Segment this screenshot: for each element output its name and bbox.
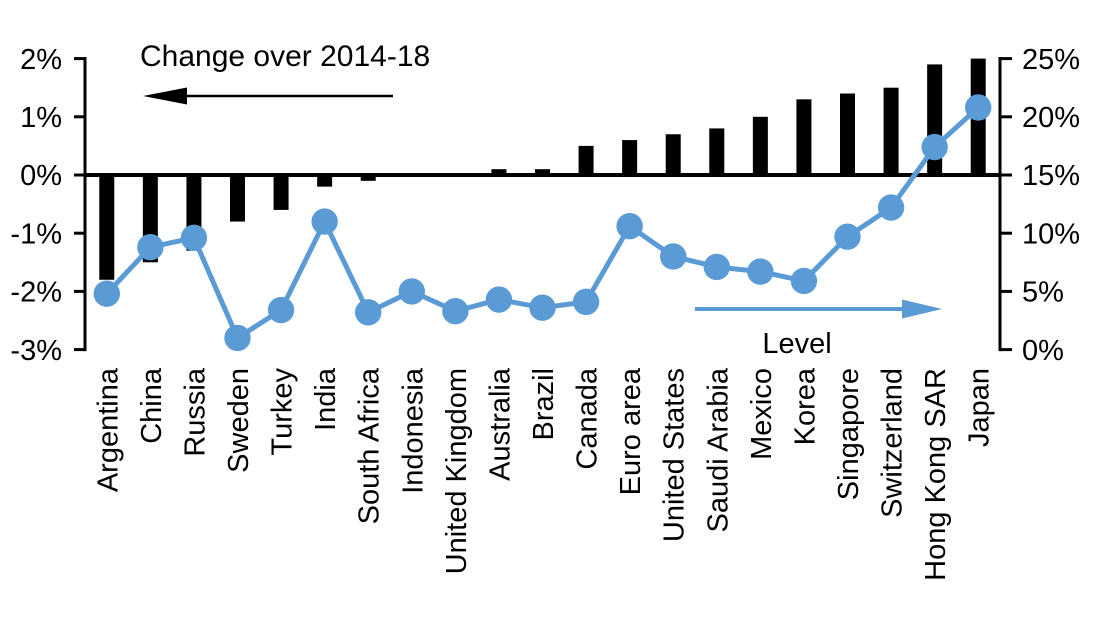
category-labels-group: Argentina China Russia Sweden Turkey India Sou… xyxy=(92,367,995,581)
category-label-saudi-arabia: Saudi Arabia xyxy=(702,367,734,532)
bar-mexico xyxy=(752,116,768,175)
marker-saudi-arabia xyxy=(703,253,730,281)
bar-south-africa xyxy=(360,175,376,181)
category-label-japan: Japan xyxy=(964,368,996,447)
right-axis-tick-label: 0% xyxy=(1022,335,1064,367)
right-axis-tick-label: 5% xyxy=(1022,277,1064,309)
marker-singapore xyxy=(834,223,861,250)
bar-switzerland xyxy=(883,87,899,175)
category-label-indonesia: Indonesia xyxy=(397,367,429,494)
line-series-group xyxy=(93,94,992,352)
category-label-korea: Korea xyxy=(789,367,821,445)
right-series-annotation-text: Level xyxy=(762,328,831,360)
bar-sweden xyxy=(230,175,245,222)
category-label-canada: Canada xyxy=(572,367,604,469)
marker-turkey xyxy=(267,296,295,324)
marker-argentina xyxy=(93,280,120,307)
right-axis-tick-label: 20% xyxy=(1022,102,1080,134)
left-arrow-head-icon xyxy=(143,87,187,105)
right-axis-tick-label: 25% xyxy=(1022,44,1080,76)
left-axis-tick-label: 1% xyxy=(20,102,62,134)
marker-sweden xyxy=(224,324,251,352)
bar-euro-area xyxy=(622,140,638,175)
bar-united-states xyxy=(665,134,681,175)
category-label-united-states: United States xyxy=(659,368,691,542)
marker-hong-kong-sar xyxy=(921,133,948,161)
category-label-hong-kong-sar: Hong Kong SAR xyxy=(920,368,952,581)
marker-switzerland xyxy=(877,194,905,221)
category-label-sweden: Sweden xyxy=(223,368,255,473)
left-axis-tick-label: -1% xyxy=(10,218,62,250)
category-label-switzerland: Switzerland xyxy=(877,368,909,518)
category-label-singapore: Singapore xyxy=(833,368,865,500)
bar-singapore xyxy=(840,93,855,175)
marker-russia xyxy=(180,224,208,252)
category-label-euro-area: Euro area xyxy=(615,367,647,495)
category-label-turkey: Turkey xyxy=(267,368,299,456)
category-label-russia: Russia xyxy=(179,367,211,457)
annotations-group: Change over 2014-18 Level xyxy=(140,40,942,360)
bar-brazil xyxy=(535,169,550,175)
bar-saudi-arabia xyxy=(709,128,725,175)
marker-brazil xyxy=(529,294,556,321)
left-series-annotation-text: Change over 2014-18 xyxy=(140,40,430,73)
marker-canada xyxy=(572,288,600,316)
category-label-india: India xyxy=(310,367,342,431)
category-label-china: China xyxy=(136,367,168,444)
category-label-australia: Australia xyxy=(484,367,516,481)
right-axis-tick-label: 10% xyxy=(1022,218,1080,250)
left-axis-tick-label: -3% xyxy=(10,335,62,367)
bar-canada xyxy=(578,145,594,175)
category-label-brazil: Brazil xyxy=(528,368,560,441)
marker-euro-area xyxy=(616,213,643,240)
left-axis-tick-label: 2% xyxy=(20,44,62,76)
marker-australia xyxy=(485,286,513,313)
category-label-mexico: Mexico xyxy=(746,368,778,460)
marker-japan xyxy=(965,94,992,121)
axes-group: 2% 1% 0% -1% -2% -3% 25% 20% 15% 10% 5% 0% xyxy=(10,44,1080,367)
marker-indonesia xyxy=(398,278,425,305)
category-label-united-kingdom: United Kingdom xyxy=(441,368,473,574)
bar-australia xyxy=(491,169,507,175)
category-label-south-africa: South Africa xyxy=(354,367,386,524)
marker-india xyxy=(311,208,338,235)
bar-argentina xyxy=(99,175,115,280)
marker-korea xyxy=(790,267,818,295)
bar-series-group xyxy=(99,58,986,280)
marker-united-kingdom xyxy=(442,297,469,325)
marker-united-states xyxy=(660,243,687,270)
marker-mexico xyxy=(747,258,774,285)
marker-china xyxy=(137,233,164,261)
category-label-argentina: Argentina xyxy=(92,367,124,492)
bar-india xyxy=(317,175,333,187)
bar-korea xyxy=(796,99,812,175)
left-axis-tick-label: -2% xyxy=(10,277,62,309)
left-axis-tick-label: 0% xyxy=(20,160,62,192)
right-arrow-head-icon xyxy=(902,299,942,319)
right-axis-tick-label: 15% xyxy=(1022,160,1080,192)
bar-turkey xyxy=(273,175,289,210)
marker-south-africa xyxy=(355,299,382,326)
